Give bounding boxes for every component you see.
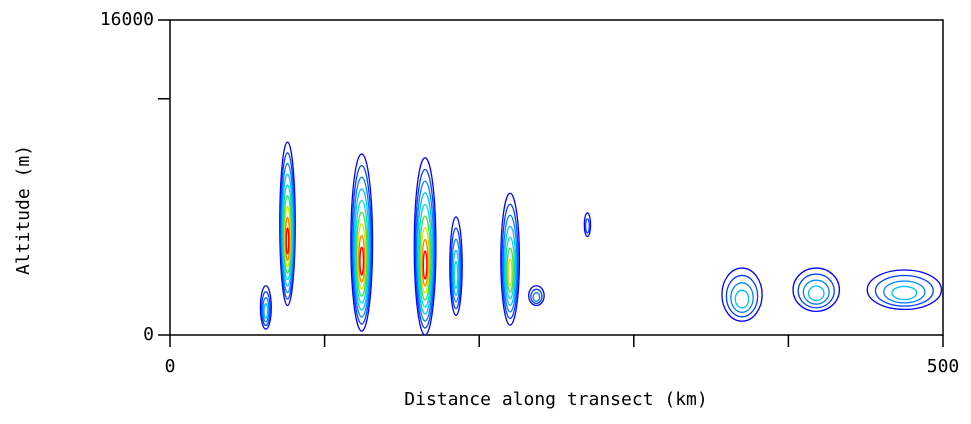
contour-level	[532, 292, 541, 302]
x-tick-label: 0	[165, 356, 176, 377]
contour-level	[883, 280, 926, 304]
contour-level	[734, 289, 750, 309]
contour-level	[451, 238, 461, 303]
contour-level	[503, 225, 517, 307]
contour-level	[505, 236, 516, 300]
contour-level	[352, 176, 371, 318]
contour-level	[452, 249, 460, 296]
x-axis-label: Distance along transect (km)	[404, 389, 707, 410]
contour-level	[502, 214, 518, 313]
contour-level	[284, 216, 291, 261]
contour-level	[282, 184, 293, 281]
contour-level	[353, 188, 370, 311]
contour-level	[357, 223, 367, 290]
contour-cell	[413, 157, 437, 336]
contour-level	[421, 238, 429, 287]
contour-level	[283, 205, 291, 268]
contour-cell	[259, 285, 272, 330]
contour-level	[797, 273, 835, 309]
contour-level	[453, 260, 459, 290]
contour-level	[280, 162, 295, 294]
contour-level	[730, 282, 754, 314]
contour-level	[418, 203, 433, 308]
contour-cell	[449, 216, 463, 316]
contour-level	[285, 227, 290, 255]
contour-level	[262, 297, 270, 323]
contour-cell	[500, 192, 521, 326]
contour-level	[415, 180, 435, 322]
contour-level	[584, 218, 590, 234]
contour-level	[450, 227, 462, 310]
contour-level	[422, 250, 428, 280]
contour-cell	[279, 141, 296, 307]
contour-cell	[792, 267, 841, 313]
contour-level	[358, 234, 366, 283]
contour-level	[891, 285, 918, 301]
contour-level	[802, 279, 830, 305]
y-axis-label: Altitude (m)	[13, 145, 34, 275]
y-tick-label: 0	[143, 324, 154, 345]
contour-level	[874, 274, 934, 307]
contour-cell	[528, 285, 545, 307]
contour-level	[260, 291, 271, 327]
contour-level	[263, 303, 269, 319]
contour-level	[281, 173, 294, 287]
contour-level	[807, 285, 825, 302]
x-tick-label: 500	[927, 356, 960, 377]
contour-level	[419, 215, 431, 301]
contour-cell	[583, 212, 592, 238]
plot-frame	[169, 19, 944, 336]
contour-cell	[350, 153, 374, 332]
contour-cell	[866, 269, 943, 311]
contour-level	[725, 274, 759, 318]
contour-level	[279, 152, 296, 300]
contour-level	[355, 211, 368, 297]
contour-level	[283, 195, 292, 274]
contour-level	[420, 227, 430, 294]
contour-cell	[721, 267, 763, 322]
contour-level	[530, 288, 543, 305]
contour-level	[359, 246, 365, 276]
contour-level	[507, 258, 513, 287]
contour-level	[506, 247, 514, 293]
contour-level	[354, 199, 369, 304]
contour-level	[501, 203, 519, 320]
contour-level	[351, 164, 373, 325]
contour-level	[414, 168, 436, 329]
y-tick-label: 16000	[100, 9, 154, 30]
contour-level	[417, 192, 434, 315]
